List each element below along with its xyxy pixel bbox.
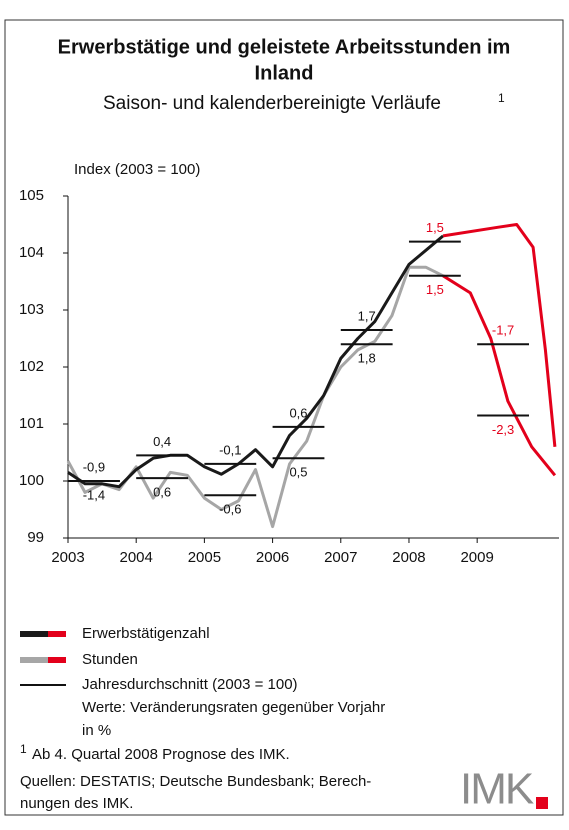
subtitle-note: 1	[498, 91, 505, 105]
frame	[4, 19, 564, 816]
rate-label: 1,5	[426, 220, 444, 235]
legend-label: Erwerbstätigenzahl	[82, 625, 210, 642]
legend-note: Werte: Veränderungsraten gegenüber Vorja…	[82, 699, 385, 716]
rate-label: -0,1	[219, 442, 241, 457]
rate-label: 0,5	[289, 465, 307, 480]
chart-title: Inland	[255, 62, 314, 84]
rate-label: 1,8	[358, 351, 376, 366]
y-tick-label: 104	[19, 244, 44, 261]
chart-subtitle: Saison- und kalenderbereinigte Verläufe	[103, 93, 441, 114]
y-tick-label: 99	[27, 529, 44, 546]
rate-label: 1,5	[426, 282, 444, 297]
series-line	[67, 234, 445, 489]
legend-note: in %	[82, 722, 111, 739]
x-tick-label: 2005	[188, 549, 221, 566]
rate-label: 0,4	[153, 434, 171, 449]
y-tick-label: 102	[19, 358, 44, 375]
legend-label: Stunden	[82, 651, 138, 668]
footnote: Ab 4. Quartal 2008 Prognose des IMK.	[32, 746, 290, 763]
rate-label: 0,6	[289, 405, 307, 420]
x-tick-label: 2004	[120, 549, 153, 566]
footnote-mark: 1	[20, 742, 27, 756]
sources: nungen des IMK.	[20, 795, 133, 812]
rate-label: 0,6	[153, 485, 171, 500]
legend-label: Jahresdurchschnitt (2003 = 100)	[82, 676, 298, 693]
chart-title: Erwerbstätige und geleistete Arbeitsstun…	[58, 36, 511, 58]
x-tick-label: 2008	[392, 549, 425, 566]
y-tick-label: 101	[19, 415, 44, 432]
x-tick-label: 2003	[51, 549, 84, 566]
y-axis-label: Index (2003 = 100)	[74, 161, 200, 178]
series-line	[442, 274, 557, 477]
rate-label: -1,4	[83, 487, 105, 502]
logo-square	[536, 797, 548, 809]
y-tick-label: 103	[19, 301, 44, 318]
rate-label: -0,9	[83, 459, 105, 474]
x-tick-label: 2007	[324, 549, 357, 566]
y-tick-label: 105	[19, 187, 44, 204]
rate-label: -0,6	[219, 502, 241, 517]
series-line	[442, 223, 557, 447]
rate-label: -2,3	[492, 422, 514, 437]
sources: Quellen: DESTATIS; Deutsche Bundesbank; …	[20, 773, 371, 790]
x-tick-label: 2006	[256, 549, 289, 566]
rate-label: -1,7	[492, 323, 514, 338]
logo: IMK	[460, 765, 534, 814]
series-line	[66, 265, 444, 529]
x-tick-label: 2009	[460, 549, 493, 566]
rate-label: 1,7	[358, 308, 376, 323]
y-tick-label: 100	[19, 472, 44, 489]
